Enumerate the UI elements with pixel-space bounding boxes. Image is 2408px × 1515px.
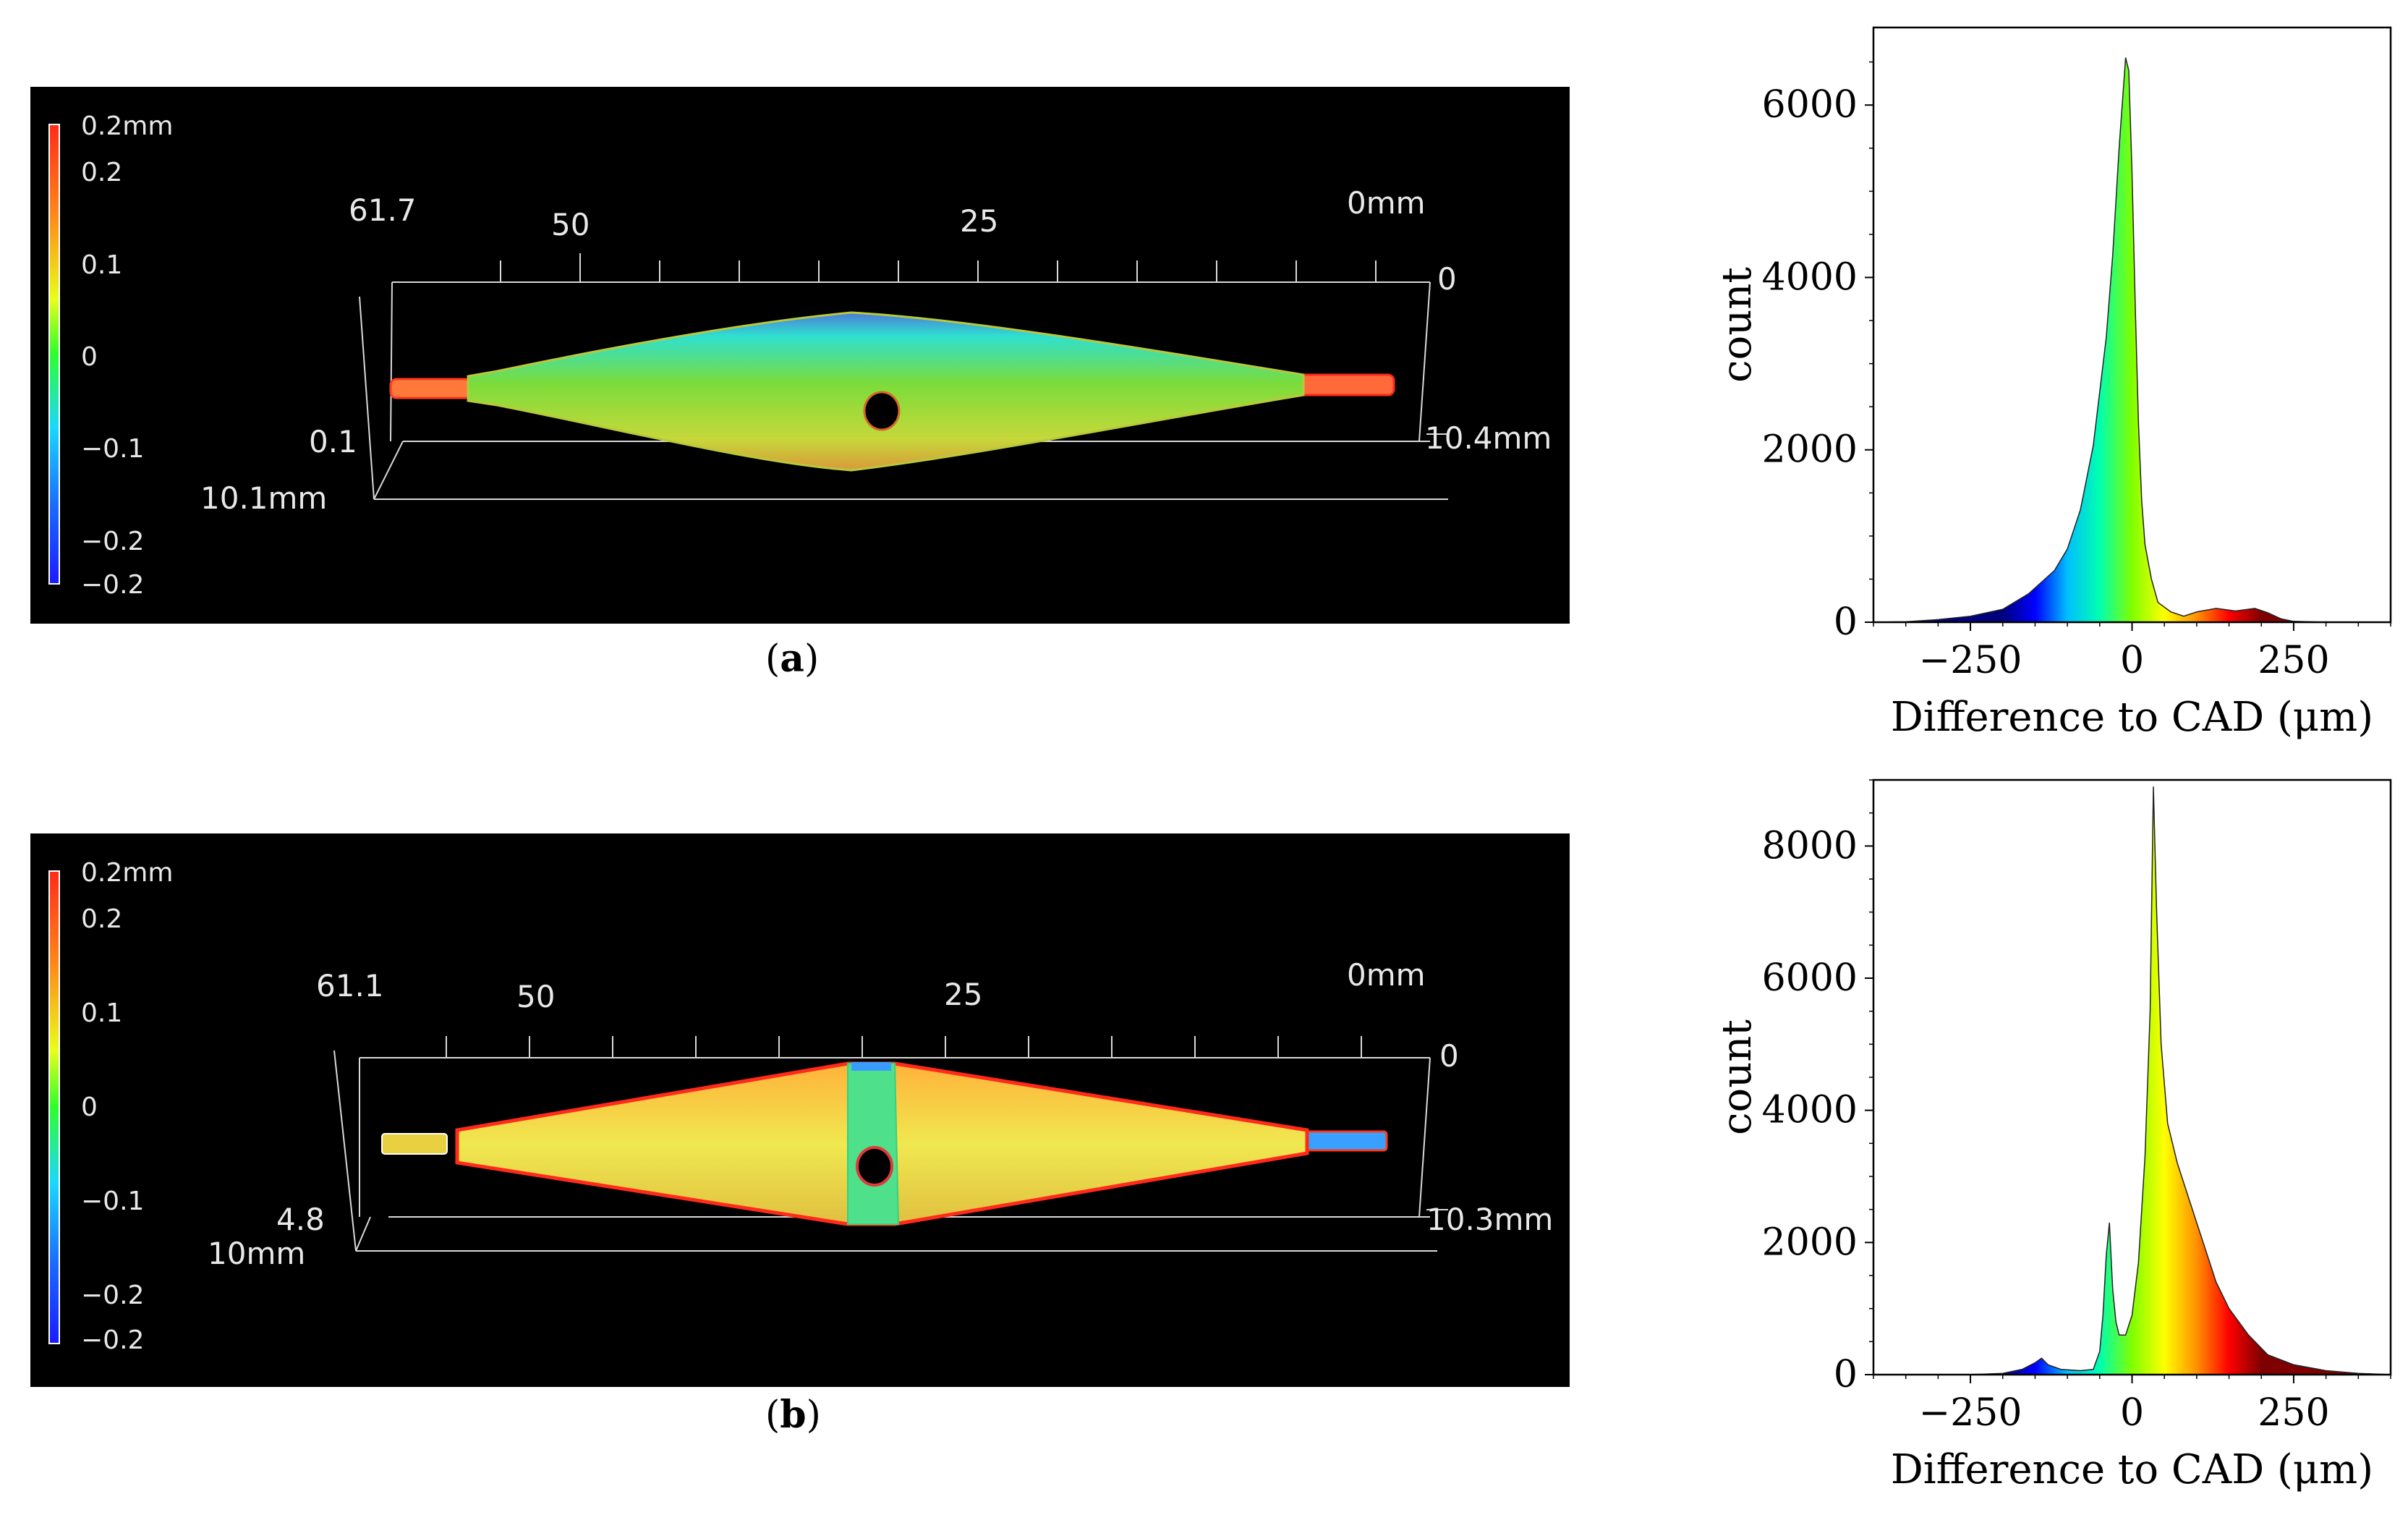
y-tick-label: 4000 [1762,255,1858,299]
axis-top-label: 0mm [1347,185,1426,221]
axis-right-label: 10.3mm [1426,1202,1553,1237]
axis-left-label: 10mm [208,1236,305,1271]
axis-top-label: 0mm [1347,957,1426,993]
colorbar-label: 0.2 [81,158,122,187]
axis-right-label: 0 [1439,1038,1459,1074]
histogram-a: −250 0 250 0 2000 4000 6000 Difference to CAD (… [1714,26,2392,741]
scan-svg-a: 0.2mm 0.2 0.1 0 −0.1 −0.2 −0.2 [48,111,1552,600]
axis-top-label: 61.7 [349,192,417,228]
x-tick-label: −250 [1919,639,2022,682]
y-tick-label: 2000 [1762,1221,1858,1264]
x-tick-label: −250 [1919,1391,2022,1435]
axis-right-label: 10.4mm [1425,420,1552,456]
colorbar-label: −0.2 [81,527,144,556]
colorbar-label: 0 [81,342,98,372]
x-axis-label: Difference to CAD (μm) [1891,694,2373,741]
y-tick-label: 2000 [1762,428,1858,472]
scan-svg-b: 0.2mm 0.2 0.1 0 −0.1 −0.2 −0.2 [48,858,1553,1355]
colorbar-label: 0.1 [81,250,122,280]
y-tick-label: 4000 [1762,1089,1858,1132]
colorbar-label: −0.2 [81,1325,144,1355]
y-axis-label: count [1714,267,1761,383]
colorbar-label: 0.2mm [81,858,173,888]
colorbar-label: 0.2mm [81,111,173,141]
scanned-part-b [381,1061,1388,1226]
caption-a: (a) [765,637,820,681]
colorbar-label: −0.1 [81,1187,144,1216]
colorbar-label: −0.1 [81,434,144,464]
scan-view-a: 0.2mm 0.2 0.1 0 −0.1 −0.2 −0.2 [30,87,1570,624]
colorbar-label: 0.2 [81,904,122,934]
x-tick-label: 250 [2258,1391,2329,1435]
axis-left-label: 0.1 [309,424,357,459]
axis-right-label: 0 [1437,261,1457,297]
caption-letter: a [780,637,804,681]
colorbar-label: 0.1 [81,998,122,1028]
histogram-area [1873,57,2391,623]
x-axis-label: Difference to CAD (μm) [1891,1446,2373,1493]
scan-grid-b [333,1036,1448,1252]
y-tick-label: 8000 [1762,824,1858,867]
y-tick-label: 0 [1834,1353,1858,1396]
colorbar-label: −0.2 [81,1281,144,1310]
scanned-part-a [389,311,1395,472]
y-tick-label: 6000 [1762,83,1858,127]
colorbar-label: −0.2 [81,570,144,600]
colorbar-a [48,124,60,585]
caption-b: (b) [765,1393,821,1437]
y-axis-label: count [1714,1019,1761,1135]
x-tick-label: 250 [2258,639,2329,682]
y-tick-label: 6000 [1762,956,1858,1000]
axis-top-label: 50 [516,979,555,1014]
axis-left-label: 10.1mm [200,480,327,516]
x-tick-label: 0 [2120,639,2144,682]
axis-top-label: 61.1 [316,968,384,1003]
caption-letter: b [780,1393,807,1437]
scan-grid-a [359,253,1448,500]
axis-left-label: 4.8 [276,1202,325,1237]
axis-top-label: 25 [944,977,982,1012]
y-tick-label: 0 [1834,601,1858,644]
colorbar-b [48,870,60,1344]
colorbar-label: 0 [81,1092,98,1122]
scan-view-b: 0.2mm 0.2 0.1 0 −0.1 −0.2 −0.2 [30,833,1570,1387]
axis-top-label: 50 [551,207,590,242]
x-tick-label: 0 [2120,1391,2144,1435]
axis-top-label: 25 [960,203,998,239]
histogram-b: −250 0 250 0 2000 4000 6000 8000 Difference to C… [1714,778,2392,1493]
plot-frame [1872,778,2392,1376]
histogram-area [1873,786,2391,1375]
